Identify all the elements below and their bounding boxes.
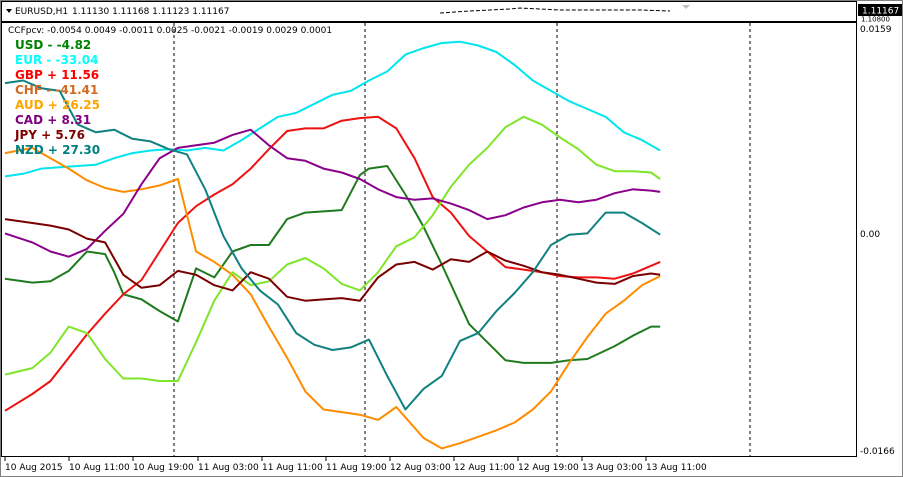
series-line-gbp: [4, 115, 661, 412]
x-tick-label: 13 Aug 03:00: [582, 463, 643, 473]
current-price-label: 1.11167: [862, 7, 899, 17]
price-line: [439, 7, 671, 14]
ohlc-values: 1.11130 1.11168 1.11123 1.11167: [72, 7, 229, 17]
legend-entry: GBP + 11.56: [15, 68, 99, 82]
scale-top-label: 0.0159: [860, 25, 892, 35]
x-tick-label: 11 Aug 19:00: [326, 463, 387, 473]
x-tick-label: 10 Aug 19:00: [133, 463, 194, 473]
series-line-eur: [4, 40, 661, 178]
x-tick-label: 10 Aug 11:00: [69, 463, 130, 473]
x-tick-label: 12 Aug 19:00: [518, 463, 579, 473]
legend-entry: AUD + 26.25: [15, 98, 100, 112]
legend-entry: NZD + 27.30: [15, 143, 100, 157]
x-tick-label: 11 Aug 03:00: [198, 463, 259, 473]
ask-marker-icon: [682, 5, 690, 9]
legend-entry: JPY + 5.76: [14, 128, 85, 142]
x-tick-label: 10 Aug 2015: [5, 463, 63, 473]
legend-entry: EUR - -33.04: [15, 53, 98, 67]
series-line-aud: [4, 115, 661, 382]
time-axis: 10 Aug 2015 10 Aug 11:00 10 Aug 19:00 11 Au…: [4, 457, 707, 473]
scale-bottom-label: -0.0166: [860, 447, 895, 457]
series-line-cad: [4, 128, 661, 258]
series-line-nzd: [4, 79, 661, 411]
price-scale-label: 1.10800: [861, 16, 890, 24]
price-pane-border: [1, 1, 857, 22]
legend-entry: CAD + 8.31: [15, 113, 91, 127]
indicator-header: CCFpcv: -0.0054 0.0049 -0.0011 0.0025 -0…: [8, 26, 332, 36]
series-line-chf: [4, 146, 661, 450]
x-tick-label: 12 Aug 03:00: [390, 463, 451, 473]
series-line-usd: [4, 165, 661, 364]
period-separators: [173, 23, 751, 456]
x-tick-label: 11 Aug 11:00: [262, 463, 323, 473]
scale-zero-label: 0.00: [860, 230, 880, 240]
indicator-pane: CCFpcv: -0.0054 0.0049 -0.0011 0.0025 -0…: [1, 22, 895, 457]
series-line-jpy: [4, 218, 661, 302]
price-label-box: [858, 4, 902, 16]
legend-entry: USD - -4.82: [15, 38, 91, 52]
symbol-dropdown-icon[interactable]: [6, 9, 12, 13]
x-tick-label: 12 Aug 11:00: [454, 463, 515, 473]
currency-lines: [4, 40, 661, 450]
price-pane: EURUSD,H1 1.11130 1.11168 1.11123 1.1116…: [1, 1, 902, 24]
legend-entry: CHF - -41.41: [15, 83, 98, 97]
x-tick-label: 13 Aug 11:00: [646, 463, 707, 473]
symbol-title: EURUSD,H1: [15, 7, 68, 17]
